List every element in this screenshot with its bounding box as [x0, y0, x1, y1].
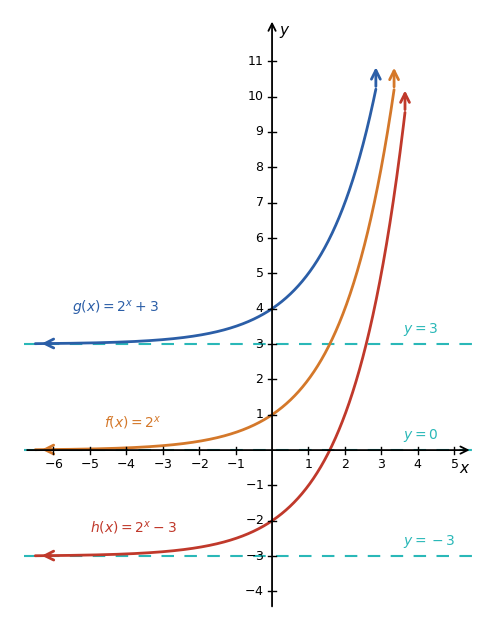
Text: $11$: $11$	[247, 55, 264, 68]
Text: $4$: $4$	[413, 458, 422, 471]
Text: $-1$: $-1$	[226, 458, 245, 471]
Text: $-3$: $-3$	[153, 458, 172, 471]
Text: $3$: $3$	[255, 337, 264, 350]
Text: $-2$: $-2$	[245, 514, 264, 528]
Text: $10$: $10$	[247, 90, 264, 103]
Text: $-1$: $-1$	[245, 479, 264, 492]
Text: $-5$: $-5$	[80, 458, 99, 471]
Text: $7$: $7$	[255, 196, 264, 209]
Text: $5$: $5$	[255, 267, 264, 280]
Text: $-6$: $-6$	[44, 458, 63, 471]
Text: $1$: $1$	[304, 458, 313, 471]
Text: $y = 3$: $y = 3$	[403, 321, 438, 338]
Text: $-2$: $-2$	[189, 458, 209, 471]
Text: $y = 0$: $y = 0$	[403, 427, 439, 444]
Text: $8$: $8$	[255, 161, 264, 174]
Text: $2$: $2$	[340, 458, 349, 471]
Text: $f(x) = 2^x$: $f(x) = 2^x$	[105, 414, 162, 431]
Text: $4$: $4$	[255, 302, 264, 315]
Text: $6$: $6$	[255, 232, 264, 244]
Text: $h(x) = 2^x - 3$: $h(x) = 2^x - 3$	[90, 519, 177, 536]
Text: $1$: $1$	[255, 408, 264, 421]
Text: $2$: $2$	[255, 373, 264, 386]
Text: $-4$: $-4$	[244, 585, 264, 598]
Text: $3$: $3$	[377, 458, 386, 471]
Text: $\mathit{x}$: $\mathit{x}$	[459, 461, 470, 475]
Text: $5$: $5$	[450, 458, 459, 471]
Text: $-3$: $-3$	[244, 550, 264, 563]
Text: $y = -3$: $y = -3$	[403, 533, 455, 550]
Text: $-4$: $-4$	[116, 458, 136, 471]
Text: $9$: $9$	[255, 126, 264, 138]
Text: $\mathit{y}$: $\mathit{y}$	[279, 24, 290, 40]
Text: $g(x) = 2^x + 3$: $g(x) = 2^x + 3$	[72, 298, 158, 318]
